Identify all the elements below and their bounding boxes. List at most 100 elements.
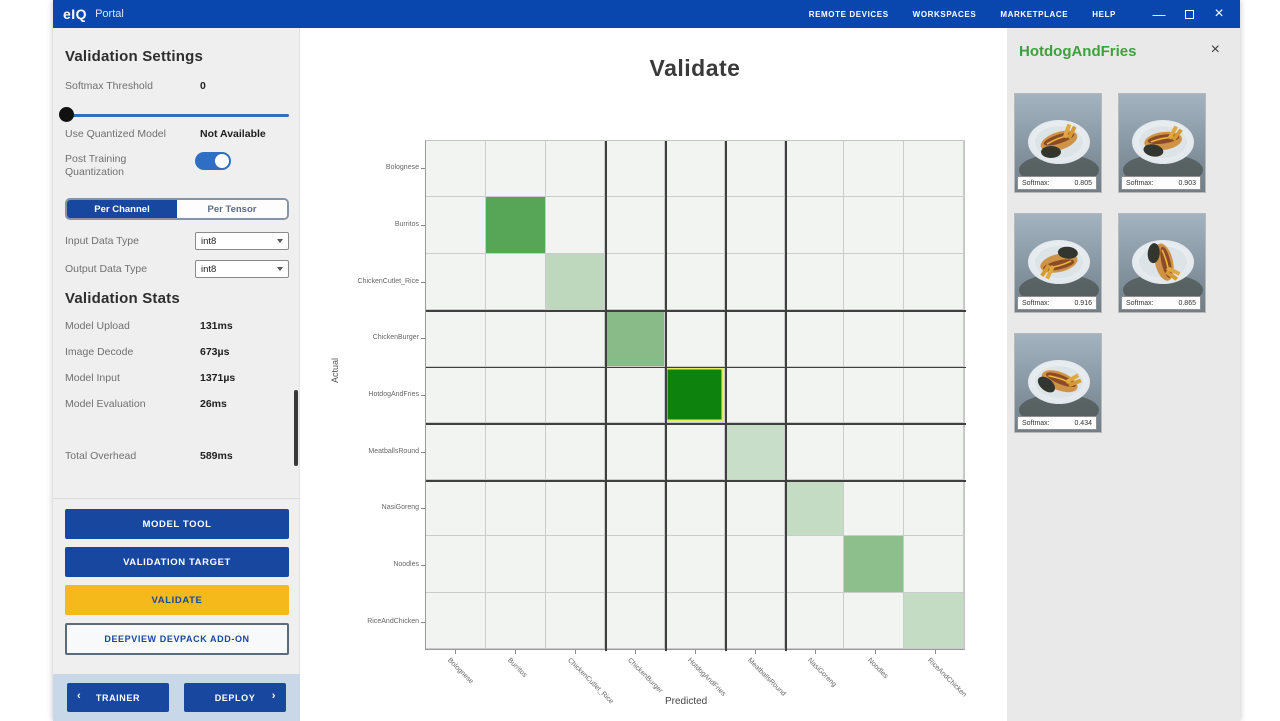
matrix-cell-r2-c0[interactable] [426, 253, 486, 311]
matrix-cell-r2-c2[interactable] [545, 253, 606, 311]
matrix-cell-r3-c3[interactable] [605, 310, 666, 367]
matrix-cell-r6-c8[interactable] [904, 479, 964, 537]
sample-image-card[interactable]: Softmax: 0.865 [1118, 213, 1206, 313]
matrix-cell-r2-c3[interactable] [605, 253, 666, 311]
matrix-cell-r3-c7[interactable] [844, 310, 905, 367]
matrix-cell-r7-c8[interactable] [904, 536, 964, 593]
matrix-cell-r4-c6[interactable] [784, 366, 845, 424]
minimize-icon[interactable]: — [1152, 6, 1166, 22]
close-panel-icon[interactable]: × [1210, 41, 1220, 58]
matrix-cell-r1-c6[interactable] [784, 197, 845, 254]
matrix-cell-r6-c5[interactable] [724, 479, 785, 537]
matrix-cell-r5-c5[interactable] [724, 423, 785, 480]
matrix-cell-r5-c2[interactable] [545, 423, 606, 480]
trainer-button[interactable]: ‹ TRAINER [67, 683, 169, 712]
matrix-cell-r1-c0[interactable] [426, 197, 486, 254]
matrix-cell-r0-c8[interactable] [904, 141, 964, 198]
softmax-slider-thumb[interactable] [59, 107, 74, 122]
matrix-cell-r7-c0[interactable] [426, 536, 486, 593]
matrix-cell-r7-c2[interactable] [545, 536, 606, 593]
matrix-cell-r5-c0[interactable] [426, 423, 486, 480]
matrix-cell-r8-c7[interactable] [844, 592, 905, 649]
matrix-cell-r6-c6[interactable] [784, 479, 845, 537]
matrix-cell-r7-c1[interactable] [485, 536, 546, 593]
matrix-cell-r4-c5[interactable] [724, 366, 785, 424]
matrix-cell-r4-c4[interactable] [665, 366, 725, 424]
matrix-cell-r0-c6[interactable] [784, 141, 845, 198]
matrix-cell-r8-c5[interactable] [724, 592, 785, 649]
sample-image-card[interactable]: Softmax: 0.916 [1014, 213, 1102, 313]
matrix-cell-r0-c2[interactable] [545, 141, 606, 198]
matrix-cell-r7-c4[interactable] [665, 536, 725, 593]
matrix-cell-r2-c8[interactable] [904, 253, 964, 311]
matrix-cell-r6-c3[interactable] [605, 479, 666, 537]
matrix-cell-r4-c2[interactable] [545, 366, 606, 424]
matrix-cell-r6-c1[interactable] [485, 479, 546, 537]
post-training-quantization-toggle[interactable] [195, 152, 231, 170]
menu-item-marketplace[interactable]: MARKETPLACE [1000, 9, 1069, 19]
input-data-type-select[interactable]: int8 [195, 232, 289, 250]
matrix-cell-r5-c1[interactable] [485, 423, 546, 480]
softmax-slider-track[interactable] [65, 114, 289, 117]
model-tool-button[interactable]: MODEL TOOL [65, 509, 289, 539]
matrix-cell-r3-c1[interactable] [485, 310, 546, 367]
matrix-cell-r0-c0[interactable] [426, 141, 486, 198]
matrix-cell-r6-c4[interactable] [665, 479, 725, 537]
matrix-cell-r8-c6[interactable] [784, 592, 845, 649]
menu-item-workspaces[interactable]: WORKSPACES [912, 9, 977, 19]
sample-image-card[interactable]: Softmax: 0.903 [1118, 93, 1206, 193]
matrix-cell-r5-c7[interactable] [844, 423, 905, 480]
matrix-cell-r1-c8[interactable] [904, 197, 964, 254]
matrix-cell-r7-c3[interactable] [605, 536, 666, 593]
matrix-cell-r1-c3[interactable] [605, 197, 666, 254]
matrix-cell-r1-c7[interactable] [844, 197, 905, 254]
matrix-cell-r5-c4[interactable] [665, 423, 725, 480]
per-channel-button[interactable]: Per Channel [67, 200, 177, 218]
matrix-cell-r5-c6[interactable] [784, 423, 845, 480]
maximize-icon[interactable] [1174, 0, 1204, 28]
matrix-cell-r4-c0[interactable] [426, 366, 486, 424]
matrix-cell-r3-c5[interactable] [724, 310, 785, 367]
matrix-cell-r0-c4[interactable] [665, 141, 725, 198]
per-tensor-button[interactable]: Per Tensor [177, 200, 287, 218]
menu-item-remote-devices[interactable]: REMOTE DEVICES [808, 9, 889, 19]
matrix-cell-r3-c8[interactable] [904, 310, 964, 367]
matrix-cell-r6-c2[interactable] [545, 479, 606, 537]
matrix-cell-r0-c7[interactable] [844, 141, 905, 198]
close-icon[interactable]: × [1214, 5, 1224, 22]
matrix-cell-r3-c0[interactable] [426, 310, 486, 367]
matrix-cell-r7-c5[interactable] [724, 536, 785, 593]
menu-item-help[interactable]: HELP [1092, 9, 1116, 19]
sidebar-scrollbar[interactable] [294, 390, 298, 466]
sample-image-card[interactable]: Softmax: 0.805 [1014, 93, 1102, 193]
matrix-cell-r1-c5[interactable] [724, 197, 785, 254]
validate-button[interactable]: VALIDATE [65, 585, 289, 615]
validation-target-button[interactable]: VALIDATION TARGET [65, 547, 289, 577]
matrix-cell-r8-c0[interactable] [426, 592, 486, 649]
matrix-cell-r5-c8[interactable] [904, 423, 964, 480]
matrix-cell-r0-c5[interactable] [724, 141, 785, 198]
matrix-cell-r1-c4[interactable] [665, 197, 725, 254]
matrix-cell-r1-c2[interactable] [545, 197, 606, 254]
matrix-cell-r2-c1[interactable] [485, 253, 546, 311]
matrix-cell-r4-c3[interactable] [605, 366, 666, 424]
matrix-cell-r8-c4[interactable] [665, 592, 725, 649]
matrix-cell-r3-c2[interactable] [545, 310, 606, 367]
matrix-cell-r8-c8[interactable] [904, 592, 964, 649]
matrix-cell-r7-c6[interactable] [784, 536, 845, 593]
matrix-cell-r8-c3[interactable] [605, 592, 666, 649]
matrix-cell-r8-c2[interactable] [545, 592, 606, 649]
matrix-cell-r2-c4[interactable] [665, 253, 725, 311]
matrix-cell-r6-c0[interactable] [426, 479, 486, 537]
deepview-devpack-addon-button[interactable]: DEEPVIEW DEVPACK ADD-ON [65, 623, 289, 655]
matrix-cell-r4-c8[interactable] [904, 366, 964, 424]
matrix-cell-r0-c1[interactable] [485, 141, 546, 198]
sample-image-card[interactable]: Softmax: 0.434 [1014, 333, 1102, 433]
matrix-cell-r0-c3[interactable] [605, 141, 666, 198]
matrix-cell-r5-c3[interactable] [605, 423, 666, 480]
matrix-cell-r2-c7[interactable] [844, 253, 905, 311]
matrix-cell-r7-c7[interactable] [844, 536, 905, 593]
deploy-button[interactable]: DEPLOY › [184, 683, 286, 712]
matrix-cell-r2-c5[interactable] [724, 253, 785, 311]
matrix-cell-r2-c6[interactable] [784, 253, 845, 311]
